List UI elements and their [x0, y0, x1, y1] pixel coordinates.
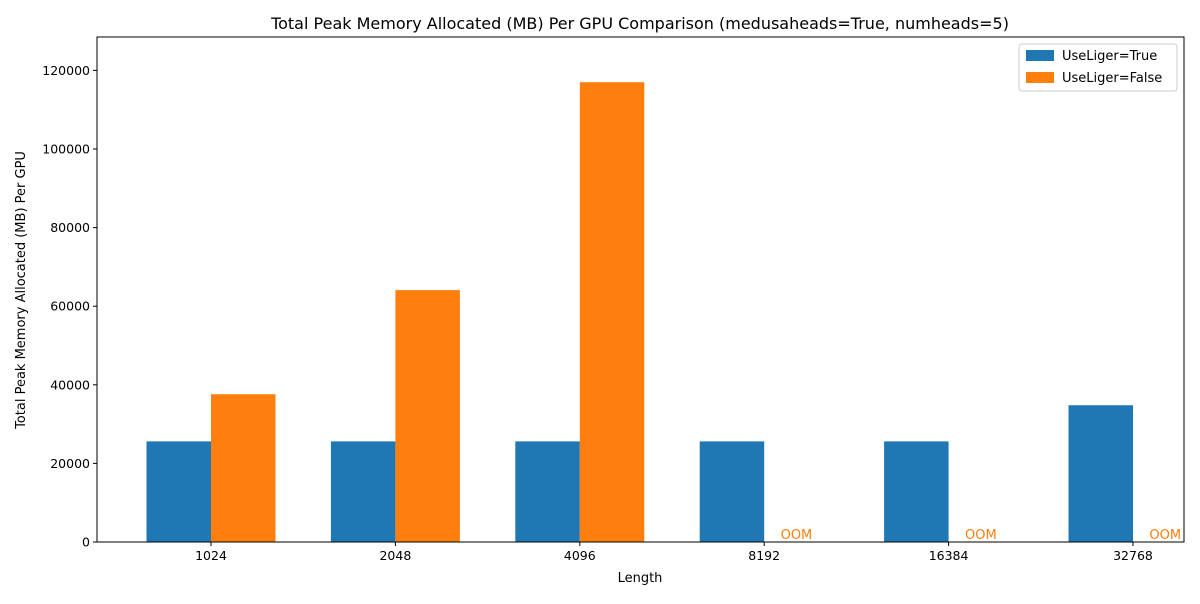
x-tick-label: 2048 — [379, 548, 411, 563]
legend-label-liger-true: UseLiger=True — [1062, 49, 1157, 64]
x-tick-label: 8192 — [748, 548, 780, 563]
bar-32768-series-0 — [1068, 405, 1133, 542]
y-tick-label: 20000 — [50, 456, 90, 471]
bar-4096-series-0 — [515, 441, 580, 542]
bar-8192-series-0 — [699, 441, 765, 542]
oom-annotation: OOM — [965, 528, 997, 543]
oom-annotation: OOM — [781, 528, 813, 543]
x-tick-label: 32768 — [1113, 548, 1153, 563]
x-axis-label: Length — [618, 571, 663, 586]
y-tick-label: 120000 — [42, 63, 90, 78]
legend-swatch-liger-true — [1026, 50, 1054, 61]
x-tick-label: 1024 — [195, 548, 227, 563]
legend-label-liger-false: UseLiger=False — [1062, 71, 1162, 86]
bar-1024-series-0 — [146, 441, 211, 542]
y-tick-label: 40000 — [50, 377, 90, 392]
oom-annotation: OOM — [1149, 528, 1181, 543]
bar-2048-series-0 — [330, 441, 396, 542]
bar-16384-series-0 — [884, 441, 949, 542]
x-tick-label: 4096 — [564, 548, 596, 563]
legend: UseLiger=True UseLiger=False — [1018, 43, 1178, 92]
chart-title: Total Peak Memory Allocated (MB) Per GPU… — [270, 14, 1009, 33]
legend-swatch-liger-false — [1026, 72, 1054, 83]
y-tick-label: 60000 — [50, 299, 90, 314]
bar-1024-series-1 — [211, 394, 276, 542]
plot-frame — [96, 36, 1185, 543]
y-tick-label: 80000 — [50, 220, 90, 235]
x-tick-label: 16384 — [929, 548, 969, 563]
y-tick-label: 100000 — [42, 142, 90, 157]
bar-4096-series-1 — [579, 82, 645, 542]
y-axis-label: Total Peak Memory Allocated (MB) Per GPU — [14, 151, 29, 430]
bar-2048-series-1 — [395, 290, 460, 542]
legend-box — [1018, 43, 1178, 92]
y-tick-label: 0 — [82, 535, 90, 550]
